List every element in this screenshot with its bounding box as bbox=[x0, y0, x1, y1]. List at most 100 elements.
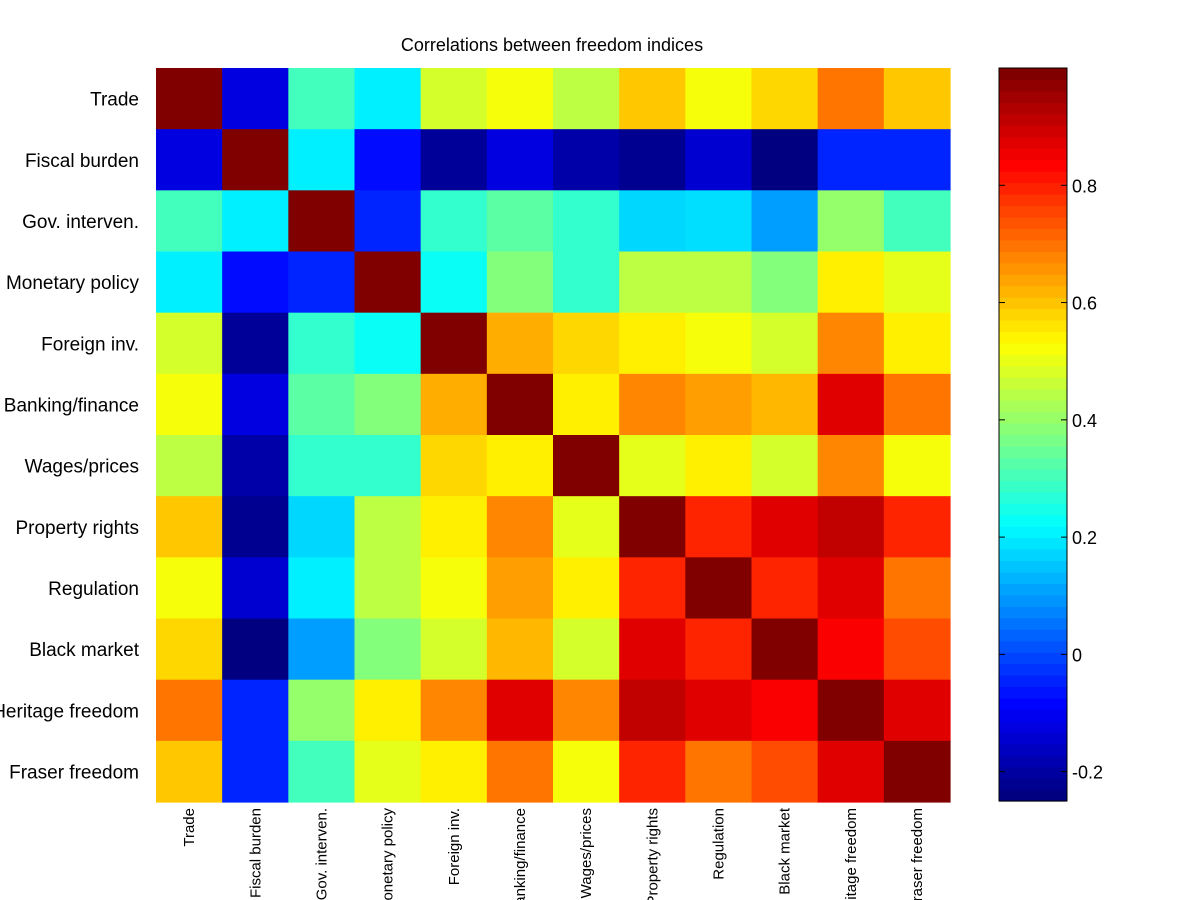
heatmap-cell-1-0 bbox=[156, 129, 223, 191]
heatmap-cell-3-8 bbox=[685, 251, 753, 314]
heatmap-cell-9-10 bbox=[817, 618, 885, 681]
colorbar-swatch bbox=[999, 216, 1067, 229]
column-label-regulation: Regulation bbox=[710, 808, 727, 880]
row-label-monetary-policy: Monetary policy bbox=[6, 273, 140, 294]
colorbar-swatch bbox=[999, 205, 1067, 218]
heatmap-cell-4-2 bbox=[288, 312, 356, 375]
colorbar-swatch bbox=[999, 319, 1067, 333]
heatmap-cell-9-2 bbox=[288, 618, 356, 681]
row-label-foreign-inv: Foreign inv. bbox=[41, 334, 139, 355]
heatmap-cell-4-11 bbox=[883, 312, 951, 375]
column-label-foreign-inv: Foreign inv. bbox=[446, 808, 463, 885]
heatmap-cell-3-9 bbox=[751, 251, 819, 314]
column-label-fiscal-burden: Fiscal burden bbox=[247, 808, 264, 898]
heatmap-cell-9-4 bbox=[420, 618, 488, 681]
colorbar-swatch bbox=[999, 262, 1067, 275]
colorbar-swatch bbox=[999, 491, 1067, 504]
heatmap-cell-4-8 bbox=[685, 312, 753, 375]
colorbar-swatch bbox=[999, 480, 1067, 493]
row-label-wages-prices: Wages/prices bbox=[25, 457, 139, 478]
colorbar-swatch bbox=[999, 789, 1067, 802]
heatmap-cell-10-0 bbox=[156, 679, 223, 742]
heatmap-cell-0-6 bbox=[553, 68, 620, 130]
heatmap-cell-5-11 bbox=[883, 373, 951, 436]
column-label-gov-interven: Gov. interven. bbox=[313, 808, 330, 900]
heatmap-cell-11-10 bbox=[817, 740, 885, 803]
colorbar-swatch bbox=[999, 617, 1067, 630]
heatmap-cell-11-2 bbox=[288, 740, 356, 803]
heatmap-cell-0-3 bbox=[354, 68, 422, 130]
column-label-property-rights: Property rights bbox=[644, 808, 661, 900]
heatmap-cell-6-7 bbox=[619, 435, 686, 497]
heatmap-cell-10-10 bbox=[817, 679, 885, 742]
heatmap-cell-11-5 bbox=[486, 740, 554, 803]
colorbar-swatch bbox=[999, 365, 1067, 378]
row-label-fraser-freedom: Fraser freedom bbox=[9, 762, 139, 783]
colorbar-frame bbox=[998, 67, 1068, 802]
heatmap-cell-2-8 bbox=[685, 190, 753, 253]
heatmap-cell-2-7 bbox=[619, 190, 686, 253]
heatmap-cell-2-5 bbox=[486, 190, 554, 253]
heatmap-cell-2-9 bbox=[751, 190, 819, 253]
heatmap-cell-11-8 bbox=[685, 740, 753, 803]
heatmap-cell-2-2 bbox=[288, 190, 356, 253]
heatmap-cell-5-1 bbox=[222, 373, 289, 436]
colorbar-swatch bbox=[999, 79, 1067, 92]
colorbar-tick-label: -0.2 bbox=[1072, 763, 1103, 783]
colorbar-tick-label: 0.4 bbox=[1072, 411, 1097, 431]
heatmap-cell-1-3 bbox=[354, 129, 422, 191]
heatmap-cell-11-1 bbox=[222, 740, 289, 803]
heatmap-cell-0-10 bbox=[817, 68, 885, 130]
heatmap-cell-4-10 bbox=[817, 312, 885, 375]
heatmap-cell-7-11 bbox=[883, 496, 951, 558]
heatmap-cell-5-8 bbox=[685, 373, 753, 436]
heatmap-cell-1-7 bbox=[619, 129, 686, 191]
colorbar-swatch bbox=[999, 148, 1067, 161]
heatmap-cell-9-0 bbox=[156, 618, 223, 681]
row-label-fiscal-burden: Fiscal burden bbox=[25, 151, 139, 172]
colorbar-swatch bbox=[999, 514, 1067, 527]
heatmap-cell-1-10 bbox=[817, 129, 885, 191]
heatmap-cell-4-7 bbox=[619, 312, 686, 375]
heatmap-cell-9-9 bbox=[751, 618, 819, 681]
heatmap-cell-8-11 bbox=[883, 557, 951, 620]
heatmap-cell-0-9 bbox=[751, 68, 819, 130]
heatmap-cell-9-7 bbox=[619, 618, 686, 681]
heatmap-cell-2-4 bbox=[420, 190, 488, 253]
row-label-gov-interven: Gov. interven. bbox=[22, 212, 139, 233]
heatmap-cell-3-7 bbox=[619, 251, 686, 314]
heatmap-cell-7-9 bbox=[751, 496, 819, 558]
colorbar-swatch bbox=[999, 560, 1067, 573]
colorbar-swatch bbox=[999, 136, 1067, 149]
colorbar-swatch bbox=[999, 342, 1067, 355]
heatmap-cell-10-9 bbox=[751, 679, 819, 742]
heatmap-cell-10-6 bbox=[553, 679, 620, 742]
heatmap-cell-1-5 bbox=[486, 129, 554, 191]
heatmap-cell-2-10 bbox=[817, 190, 885, 253]
colorbar-swatch bbox=[999, 720, 1067, 733]
colorbar-swatch bbox=[999, 743, 1067, 756]
heatmap-cell-1-11 bbox=[883, 129, 951, 191]
colorbar-swatch bbox=[999, 755, 1067, 768]
heatmap-cell-8-5 bbox=[486, 557, 554, 620]
heatmap-cell-1-2 bbox=[288, 129, 356, 191]
colorbar-swatch bbox=[999, 606, 1067, 619]
heatmap-cell-3-11 bbox=[883, 251, 951, 314]
heatmap-cells bbox=[156, 68, 951, 803]
heatmap-cell-2-11 bbox=[883, 190, 951, 253]
heatmap-cell-10-11 bbox=[883, 679, 951, 742]
colorbar-swatch bbox=[999, 182, 1067, 195]
column-label-black-market: Black market bbox=[777, 807, 794, 895]
heatmap-cell-7-5 bbox=[486, 496, 554, 558]
heatmap-cell-8-2 bbox=[288, 557, 356, 620]
heatmap-cell-0-2 bbox=[288, 68, 356, 130]
heatmap-cell-1-4 bbox=[420, 129, 488, 191]
colorbar-swatch bbox=[999, 251, 1067, 264]
column-label-wages-prices: Wages/prices bbox=[578, 808, 595, 898]
column-label-trade: Trade bbox=[181, 808, 198, 847]
heatmap-cell-11-11 bbox=[883, 740, 951, 803]
heatmap-cell-7-3 bbox=[354, 496, 422, 558]
heatmap-cell-10-1 bbox=[222, 679, 289, 742]
colorbar-swatch bbox=[999, 171, 1067, 184]
colorbar-swatch bbox=[999, 228, 1067, 241]
